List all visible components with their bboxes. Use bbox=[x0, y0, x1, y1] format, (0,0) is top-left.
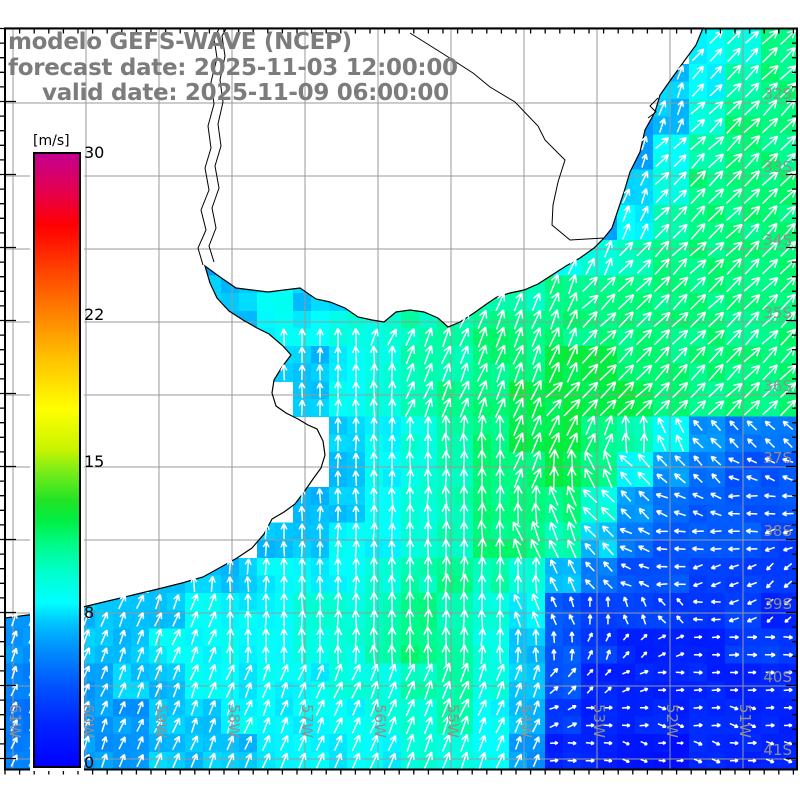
latitude-label: 41S bbox=[763, 741, 792, 759]
valid-date-label: valid date: 2025-11-09 06:00:00 bbox=[42, 80, 449, 106]
grid-lines bbox=[5, 28, 797, 770]
latitude-label: 35S bbox=[763, 304, 792, 322]
colorbar-tick-label: 22 bbox=[84, 305, 105, 324]
colorbar-gradient bbox=[33, 152, 81, 768]
frame-ticks bbox=[0, 27, 797, 775]
forecast-date-label: forecast date: 2025-11-03 12:00:00 bbox=[8, 55, 458, 81]
longitude-label: 54W bbox=[517, 704, 535, 738]
latitude-label: 40S bbox=[763, 668, 792, 686]
model-title: modelo GEFS-WAVE (NCEP) bbox=[8, 29, 352, 55]
latitude-label: 36S bbox=[763, 377, 792, 395]
longitude-label: 57W bbox=[298, 704, 316, 738]
longitude-label: 55W bbox=[444, 704, 462, 738]
colorbar-unit-label: [m/s] bbox=[33, 133, 70, 149]
longitude-label: 61W bbox=[6, 704, 24, 738]
longitude-label: 52W bbox=[663, 704, 681, 738]
river-line bbox=[197, 28, 220, 266]
latitude-label: 37S bbox=[763, 449, 792, 467]
map-frame bbox=[4, 27, 798, 771]
latitude-label: 33S bbox=[763, 158, 792, 176]
river-line bbox=[208, 28, 227, 263]
latitude-label: 38S bbox=[763, 522, 792, 540]
longitude-label: 59W bbox=[152, 704, 170, 738]
longitude-label: 56W bbox=[371, 704, 389, 738]
colorbar-tick-label: 30 bbox=[84, 143, 105, 162]
colorbar-tick-label: 15 bbox=[84, 452, 105, 471]
latitude-label: 32S bbox=[763, 85, 792, 103]
river-line bbox=[647, 97, 659, 119]
colorbar bbox=[30, 149, 84, 771]
river-line bbox=[409, 32, 605, 241]
longitude-label: 53W bbox=[590, 704, 608, 738]
longitude-label: 51W bbox=[736, 704, 754, 738]
colorbar-tick-label: 8 bbox=[84, 603, 95, 622]
latitude-label: 39S bbox=[763, 595, 792, 613]
longitude-label: 58W bbox=[225, 704, 243, 738]
latitude-label: 34S bbox=[763, 231, 792, 249]
colorbar-tick-label: 0 bbox=[84, 753, 95, 772]
